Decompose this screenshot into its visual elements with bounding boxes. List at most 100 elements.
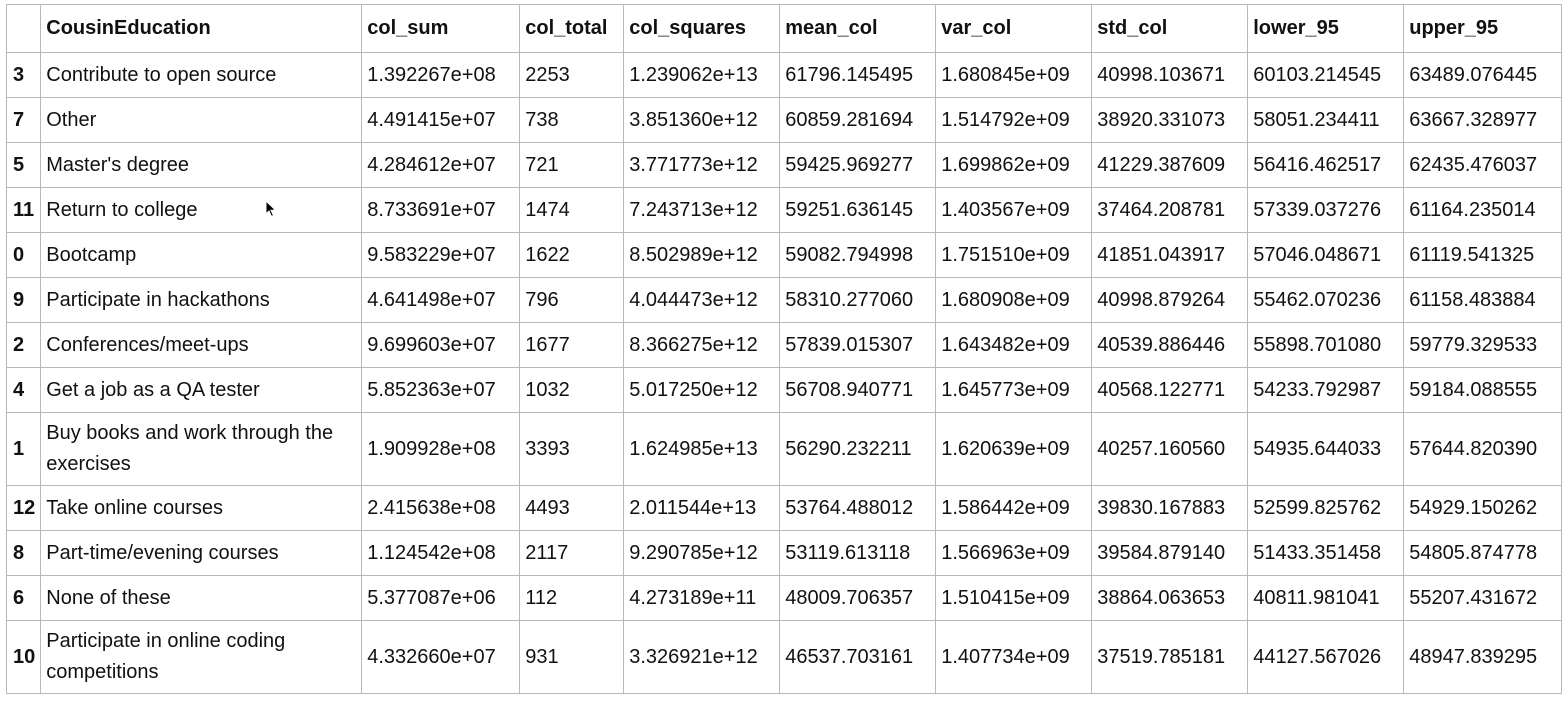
cell-col-total: 2117 <box>519 530 625 576</box>
cell-col-total: 2253 <box>519 52 625 98</box>
cell-mean-col: 56708.940771 <box>779 367 937 413</box>
cell-col-squares: 5.017250e+12 <box>623 367 781 413</box>
table-row: 10 Participate in online coding competiti… <box>5 620 1563 694</box>
row-index: 10 <box>5 620 42 694</box>
cell-col-squares: 9.290785e+12 <box>623 530 781 576</box>
cell-col-sum: 1.392267e+08 <box>361 52 521 98</box>
cell-var-col: 1.586442e+09 <box>935 485 1093 531</box>
cell-std-col: 40998.103671 <box>1091 52 1249 98</box>
cell-std-col: 41851.043917 <box>1091 232 1249 278</box>
cell-std-col: 41229.387609 <box>1091 142 1249 188</box>
row-index: 8 <box>5 530 42 576</box>
cell-std-col: 40539.886446 <box>1091 322 1249 368</box>
cell-upper-95: 63489.076445 <box>1403 52 1563 98</box>
cell-col-squares: 3.326921e+12 <box>623 620 781 694</box>
cell-col-sum: 8.733691e+07 <box>361 187 521 233</box>
cell-mean-col: 59082.794998 <box>779 232 937 278</box>
cell-upper-95: 54805.874778 <box>1403 530 1563 576</box>
cell-var-col: 1.407734e+09 <box>935 620 1093 694</box>
cell-cousin-education: Contribute to open source <box>40 52 363 98</box>
cell-col-squares: 4.044473e+12 <box>623 277 781 323</box>
cell-col-sum: 4.284612e+07 <box>361 142 521 188</box>
cell-var-col: 1.680908e+09 <box>935 277 1093 323</box>
cell-lower-95: 57339.037276 <box>1247 187 1405 233</box>
cell-std-col: 38920.331073 <box>1091 97 1249 143</box>
cell-cousin-education: Conferences/meet-ups <box>40 322 363 368</box>
row-index: 9 <box>5 277 42 323</box>
cell-cousin-education: Master's degree <box>40 142 363 188</box>
cell-col-squares: 4.273189e+11 <box>623 575 781 621</box>
cell-std-col: 37464.208781 <box>1091 187 1249 233</box>
cell-var-col: 1.620639e+09 <box>935 412 1093 486</box>
cell-std-col: 40257.160560 <box>1091 412 1249 486</box>
table-row: 4 Get a job as a QA tester 5.852363e+07 103… <box>5 367 1563 413</box>
cell-mean-col: 53764.488012 <box>779 485 937 531</box>
cell-col-total: 721 <box>519 142 625 188</box>
cell-lower-95: 60103.214545 <box>1247 52 1405 98</box>
cell-upper-95: 63667.328977 <box>1403 97 1563 143</box>
cell-lower-95: 52599.825762 <box>1247 485 1405 531</box>
header-row: CousinEducation col_sum col_total col_sq… <box>5 4 1563 53</box>
cell-lower-95: 55462.070236 <box>1247 277 1405 323</box>
row-index: 12 <box>5 485 42 531</box>
cell-upper-95: 57644.820390 <box>1403 412 1563 486</box>
table-row: 3 Contribute to open source 1.392267e+08 22… <box>5 52 1563 98</box>
row-index: 1 <box>5 412 42 486</box>
cell-var-col: 1.645773e+09 <box>935 367 1093 413</box>
cell-upper-95: 55207.431672 <box>1403 575 1563 621</box>
cell-cousin-education: Participate in online coding competition… <box>40 620 363 694</box>
cell-col-total: 1622 <box>519 232 625 278</box>
cell-col-sum: 1.124542e+08 <box>361 530 521 576</box>
cell-mean-col: 61796.145495 <box>779 52 937 98</box>
cell-std-col: 37519.785181 <box>1091 620 1249 694</box>
cell-upper-95: 61119.541325 <box>1403 232 1563 278</box>
row-index: 3 <box>5 52 42 98</box>
cell-lower-95: 56416.462517 <box>1247 142 1405 188</box>
cell-col-sum: 4.491415e+07 <box>361 97 521 143</box>
cell-mean-col: 59251.636145 <box>779 187 937 233</box>
cell-col-total: 738 <box>519 97 625 143</box>
column-header-col-squares: col_squares <box>623 4 781 53</box>
table-row: 5 Master's degree 4.284612e+07 721 3.771773e… <box>5 142 1563 188</box>
table-row: 11 Return to college 8.733691e+07 1474 7.243… <box>5 187 1563 233</box>
cell-col-sum: 4.641498e+07 <box>361 277 521 323</box>
row-index: 4 <box>5 367 42 413</box>
cell-upper-95: 59779.329533 <box>1403 322 1563 368</box>
table-row: 1 Buy books and work through the exercise… <box>5 412 1563 486</box>
cell-upper-95: 48947.839295 <box>1403 620 1563 694</box>
table-row: 7 Other 4.491415e+07 738 3.851360e+12 60859.2… <box>5 97 1563 143</box>
column-header-col-total: col_total <box>519 4 625 53</box>
cell-cousin-education: Part-time/evening courses <box>40 530 363 576</box>
table-row: 9 Participate in hackathons 4.641498e+07 79… <box>5 277 1563 323</box>
cell-cousin-education: Bootcamp <box>40 232 363 278</box>
cell-std-col: 40568.122771 <box>1091 367 1249 413</box>
cell-col-total: 1677 <box>519 322 625 368</box>
table-row: 8 Part-time/evening courses 1.124542e+08 21… <box>5 530 1563 576</box>
column-header-upper-95: upper_95 <box>1403 4 1563 53</box>
cell-upper-95: 61164.235014 <box>1403 187 1563 233</box>
cell-upper-95: 61158.483884 <box>1403 277 1563 323</box>
cell-std-col: 39584.879140 <box>1091 530 1249 576</box>
cell-mean-col: 56290.232211 <box>779 412 937 486</box>
cell-lower-95: 40811.981041 <box>1247 575 1405 621</box>
cell-mean-col: 53119.613118 <box>779 530 937 576</box>
table-row: 12 Take online courses 2.415638e+08 4493 2.0… <box>5 485 1563 531</box>
cell-upper-95: 59184.088555 <box>1403 367 1563 413</box>
cell-cousin-education: Return to college <box>40 187 363 233</box>
cell-mean-col: 60859.281694 <box>779 97 937 143</box>
cell-lower-95: 44127.567026 <box>1247 620 1405 694</box>
table-row: 2 Conferences/meet-ups 9.699603e+07 1677 8.3… <box>5 322 1563 368</box>
cell-col-squares: 8.502989e+12 <box>623 232 781 278</box>
cell-lower-95: 58051.234411 <box>1247 97 1405 143</box>
cell-col-squares: 1.624985e+13 <box>623 412 781 486</box>
cell-mean-col: 58310.277060 <box>779 277 937 323</box>
index-header <box>5 4 42 53</box>
column-header-cousin-education: CousinEducation <box>40 4 363 53</box>
row-index: 11 <box>5 187 42 233</box>
cell-col-sum: 5.852363e+07 <box>361 367 521 413</box>
column-header-std-col: std_col <box>1091 4 1249 53</box>
cell-col-squares: 3.851360e+12 <box>623 97 781 143</box>
cell-cousin-education: None of these <box>40 575 363 621</box>
row-index: 2 <box>5 322 42 368</box>
cell-var-col: 1.510415e+09 <box>935 575 1093 621</box>
